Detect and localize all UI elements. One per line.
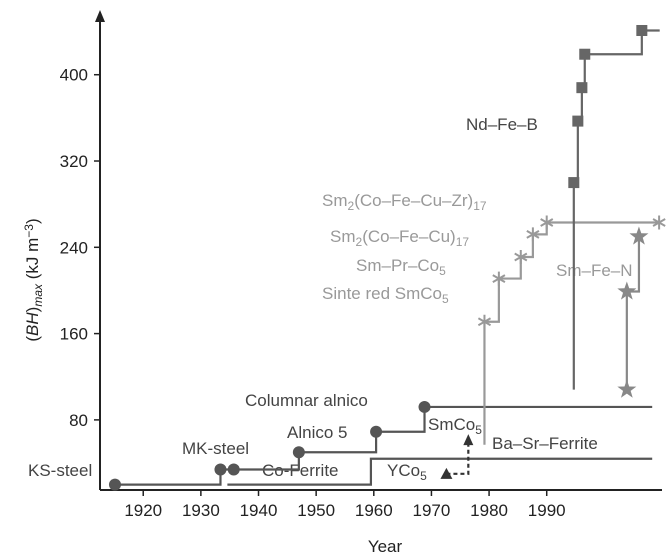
x-tick-label: 1930 [182,501,220,520]
text-part: Ba–Sr–Ferrite [492,434,598,453]
y-axis-label: (BH)max (kJ m−3) [22,218,44,341]
series-line [446,437,470,475]
y-axis-arrow [95,10,105,22]
annotation: KS-steel [28,461,92,480]
y-tick-label: 320 [60,152,88,171]
marker [292,446,305,459]
annotation: MK-steel [182,439,249,458]
text-part: YCo [387,461,420,480]
text-part: BH [23,312,42,336]
marker [636,24,648,36]
marker [108,478,121,491]
text-part: ( [23,336,42,342]
annotation: Nd–Fe–B [466,115,538,134]
text-part: 2 [356,235,363,249]
text-part: Co-Ferrite [262,461,339,480]
text-part: Sm [330,227,356,246]
marker [652,215,666,230]
series-line [625,236,641,390]
annotation: Alnico 5 [287,423,347,442]
annotation: Ba–Sr–Ferrite [492,434,598,453]
marker [568,177,580,189]
text-part: (Co–Fe–Cu–Zr) [354,191,473,210]
x-tick-label: 1920 [124,501,162,520]
marker [526,227,540,242]
series-line [227,457,653,486]
marker [418,400,431,413]
text-part: Sm–Fe–N [556,261,633,280]
annotation: Columnar alnico [245,391,368,410]
marker [227,463,240,476]
annotation: Sm2(Co–Fe–Cu–Zr)17 [322,191,487,213]
text-part: ) [23,218,42,224]
marker [540,215,554,230]
x-tick-label: 1990 [528,501,566,520]
text-part: Nd–Fe–B [466,115,538,134]
text-part: 5 [442,292,449,306]
x-tick-label: 1960 [355,501,393,520]
text-part: MK-steel [182,439,249,458]
annotation: Sm2(Co–Fe–Cu)17 [330,227,469,249]
annotation: Sm–Fe–N [556,261,633,280]
marker [576,82,588,94]
text-part: 5 [439,264,446,278]
y-tick-label: 240 [60,238,88,257]
y-tick-label: 80 [69,411,88,430]
x-tick-label: 1940 [240,501,278,520]
text-part: 2 [348,199,355,213]
text-part: Sm–Pr–Co [356,256,439,275]
annotation: Co-Ferrite [262,461,339,480]
annotation: Sinte red SmCo5 [322,284,449,306]
marker [370,425,383,438]
text-part: 5 [475,423,482,437]
text-part: (Co–Fe–Cu) [362,227,456,246]
text-part: max [31,283,45,307]
marker [572,115,584,127]
y-tick-label: 400 [60,66,88,85]
series-line [483,221,660,445]
text-part: ) [23,307,42,313]
y-tick-label: 160 [60,325,88,344]
marker [440,467,453,479]
arrow-head [463,434,474,446]
marker [579,48,591,60]
marker [492,271,506,286]
text-part: Sm [322,191,348,210]
marker [477,314,492,329]
annotation: YCo5 [387,461,427,483]
text-part: Sinte red SmCo [322,284,442,303]
text-part: 17 [473,199,487,213]
marker [214,463,227,476]
text-part: Alnico 5 [287,423,347,442]
x-tick-label: 1970 [413,501,451,520]
marker [617,379,637,398]
text-part: Columnar alnico [245,391,368,410]
annotation: Sm–Pr–Co5 [356,256,446,278]
marker [617,281,637,300]
marker [629,226,649,245]
x-tick-label: 1980 [470,501,508,520]
text-part: KS-steel [28,461,92,480]
text-part: 5 [420,469,427,483]
annotation: SmCo5 [428,415,482,437]
text-part: SmCo [428,415,475,434]
marker [514,250,528,265]
x-tick-label: 1950 [297,501,335,520]
x-axis-label: Year [368,537,403,556]
text-part: 17 [456,235,470,249]
text-part: (kJ m [23,238,42,284]
text-part: −3 [22,224,36,238]
